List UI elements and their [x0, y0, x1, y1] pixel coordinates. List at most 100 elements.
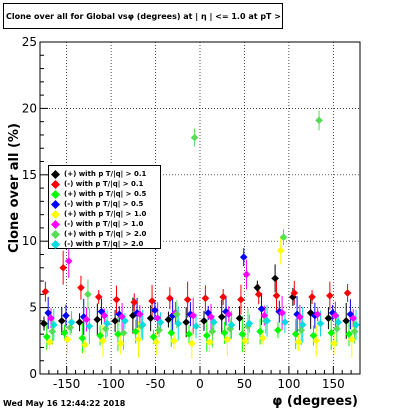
data-point [260, 311, 269, 320]
data-point [82, 315, 91, 324]
data-point [324, 314, 333, 323]
x-tick-label: 50 [237, 377, 252, 391]
y-tick-label: 20 [22, 101, 37, 115]
data-point [67, 318, 76, 327]
data-point [239, 253, 248, 261]
data-point [220, 329, 229, 337]
data-point [306, 309, 315, 317]
legend-entry: (+) with p T/|q| > 0.1 [51, 169, 146, 179]
data-point [192, 322, 200, 330]
data-point [245, 319, 254, 328]
data-point [189, 311, 198, 320]
data-point [259, 334, 267, 342]
data-point [330, 339, 338, 348]
data-point [316, 319, 325, 328]
data-point [346, 310, 355, 319]
data-point [112, 295, 121, 304]
data-point [244, 322, 252, 330]
data-point [207, 313, 215, 321]
legend-marker [51, 179, 60, 189]
timestamp: Wed May 16 12:44:22 2018 [3, 399, 126, 408]
data-point [138, 321, 147, 329]
data-point [101, 325, 110, 333]
data-point [45, 338, 54, 346]
legend-marker-icon [51, 209, 60, 219]
data-point [186, 310, 195, 319]
legend-marker-icon [51, 219, 60, 229]
legend-entry: (-) with p T/|q| > 1.0 [51, 219, 143, 229]
data-point [291, 330, 300, 338]
data-point [202, 331, 211, 340]
data-point [209, 318, 218, 327]
data-point [60, 329, 69, 337]
x-axis-label: φ (degrees) [272, 394, 358, 409]
data-point [64, 257, 73, 265]
data-point [47, 314, 55, 323]
data-point [290, 289, 299, 297]
data-point [222, 307, 230, 316]
data-point [349, 314, 358, 323]
legend-label: (-) with p T/|q| > 0.5 [64, 200, 144, 208]
data-point [256, 327, 264, 336]
data-point [130, 298, 139, 307]
x-tick-label: -150 [53, 377, 80, 391]
data-point [59, 263, 67, 272]
data-point [326, 291, 334, 300]
legend-entry: (-) with p T/|q| > 0.1 [51, 179, 143, 189]
data-point [84, 290, 92, 299]
legend-marker-icon [51, 189, 60, 199]
legend-label: (-) with p T/|q| > 2.0 [64, 240, 144, 248]
y-tick-label: 10 [22, 234, 37, 248]
data-point [242, 270, 251, 279]
data-point [57, 317, 66, 325]
data-point [164, 315, 173, 324]
data-point [333, 325, 341, 333]
y-tick-label: 0 [29, 367, 37, 381]
data-point [133, 309, 141, 317]
data-point [312, 337, 321, 345]
data-point [103, 319, 111, 328]
data-point [93, 315, 102, 324]
data-point [223, 335, 232, 344]
data-point [66, 323, 74, 332]
data-point [182, 318, 191, 327]
data-point [156, 318, 165, 327]
legend-marker [51, 229, 60, 239]
data-point [79, 313, 88, 321]
legend-marker-icon [51, 179, 60, 189]
data-point [227, 321, 236, 329]
data-point [275, 307, 284, 316]
legend-marker [51, 209, 60, 219]
data-point [200, 317, 208, 325]
legend-label: (+) with p T/|q| > 1.0 [64, 210, 147, 218]
y-tick-label: 25 [22, 35, 37, 49]
data-point [149, 333, 158, 341]
x-tick-label: -50 [146, 377, 166, 391]
x-tick-label: 150 [322, 377, 345, 391]
data-point [115, 310, 124, 319]
data-point [281, 318, 289, 327]
data-point [208, 327, 217, 336]
data-point [152, 338, 161, 346]
data-point [170, 337, 178, 345]
legend-marker-icon [51, 169, 60, 179]
data-point [190, 133, 199, 142]
data-point [131, 327, 140, 336]
data-point [342, 317, 351, 325]
legend-entry: (+) with p T/|q| > 0.5 [51, 189, 146, 199]
data-point [334, 318, 343, 327]
data-point [257, 305, 266, 313]
legend-marker-icon [51, 199, 60, 209]
data-point [278, 309, 286, 317]
data-point [148, 297, 156, 305]
data-point [118, 313, 126, 321]
data-point [205, 338, 214, 346]
data-point [327, 329, 336, 337]
data-point [119, 329, 128, 337]
data-point [40, 319, 48, 328]
chart-axes: -150 -100 -50 0 50 100 150 0 5 10 15 20 25 [22, 35, 361, 391]
data-point [219, 293, 227, 301]
data-point [63, 335, 72, 344]
legend-marker [51, 219, 60, 229]
data-point [153, 314, 162, 323]
